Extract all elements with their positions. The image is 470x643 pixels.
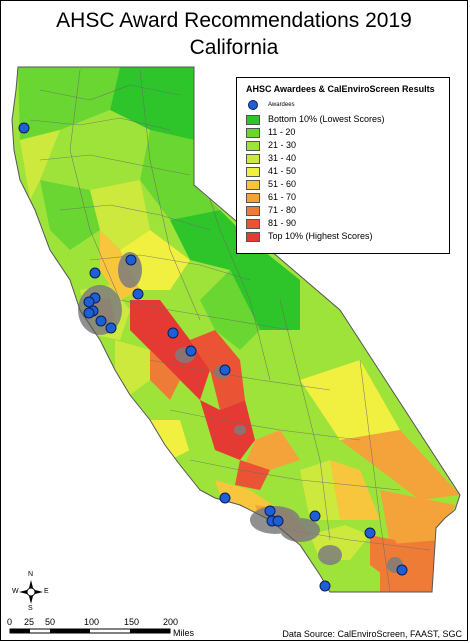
- awardee-marker: [132, 288, 144, 300]
- tract-boundaries: [29, 69, 431, 592]
- map-legend: AHSC Awardees & CalEnviroScreen Results …: [236, 77, 450, 254]
- awardee-marker: [105, 322, 117, 334]
- awardee-marker: [167, 327, 179, 339]
- data-source: Data Source: CalEnviroScreen, FAAST, SGC: [282, 629, 462, 639]
- legend-class-label: 81 - 90: [268, 218, 297, 228]
- legend-swatch: [246, 115, 260, 125]
- compass-west: W: [12, 588, 19, 595]
- map-subtitle: California: [189, 36, 279, 59]
- awardee-marker: [264, 505, 276, 517]
- scale-bar: [9, 628, 171, 634]
- awardee-marker: [396, 564, 408, 576]
- scale-unit: Miles: [173, 628, 195, 638]
- scale-tick: 50: [45, 617, 56, 627]
- awardee-marker: [185, 345, 197, 357]
- scale-tick: 200: [163, 617, 179, 627]
- awardee-marker: [364, 527, 376, 539]
- scale-tick: 100: [84, 617, 100, 627]
- awardee-marker: [125, 254, 137, 266]
- awardee-marker: [83, 307, 95, 319]
- legend-swatch: [246, 141, 260, 151]
- compass-north: N: [28, 571, 34, 578]
- legend-class-label: 71 - 80: [268, 205, 297, 215]
- legend-swatch: [246, 219, 260, 229]
- scale-tick: 25: [24, 617, 35, 627]
- legend-swatch: [246, 206, 260, 216]
- legend-awardees-label: Awardees: [268, 102, 295, 108]
- awardee-marker: [83, 296, 95, 308]
- compass-east: E: [44, 588, 49, 595]
- awardee-marker: [95, 315, 107, 327]
- legend-swatch: [246, 154, 260, 164]
- legend-class-label: 11 - 20: [268, 127, 296, 137]
- map-title: AHSC Award Recommendations 2019: [56, 9, 412, 32]
- awardee-markers: [18, 122, 408, 592]
- awardee-marker: [18, 122, 30, 134]
- awardee-marker: [309, 510, 321, 522]
- legend-swatch: [246, 167, 260, 177]
- awardee-marker: [89, 267, 101, 279]
- legend-class-label: 41 - 50: [268, 166, 297, 176]
- legend-swatch: [246, 232, 260, 242]
- awardee-marker: [272, 515, 284, 527]
- scale-tick: 0: [7, 617, 13, 627]
- legend-title: AHSC Awardees & CalEnviroScreen Results: [246, 84, 435, 94]
- state-outline: [11, 66, 461, 593]
- legend-class-label: Bottom 10% (Lowest Scores): [268, 114, 385, 124]
- legend-class-label: 21 - 30: [268, 140, 297, 150]
- compass-south: S: [28, 605, 33, 612]
- compass-rose: [19, 580, 43, 604]
- awardee-marker: [219, 364, 231, 376]
- legend-class-label: 31 - 40: [268, 153, 297, 163]
- legend-class-label: 61 - 70: [268, 192, 297, 202]
- scale-tick: 150: [124, 617, 140, 627]
- awardee-dot-icon: [248, 100, 258, 110]
- awardee-marker: [319, 580, 331, 592]
- legend-swatch: [246, 193, 260, 203]
- legend-class-label: 51 - 60: [268, 179, 297, 189]
- legend-class-label: Top 10% (Highest Scores): [268, 231, 373, 241]
- legend-swatch: [246, 180, 260, 190]
- awardee-marker: [219, 492, 231, 504]
- legend-swatch: [246, 128, 260, 138]
